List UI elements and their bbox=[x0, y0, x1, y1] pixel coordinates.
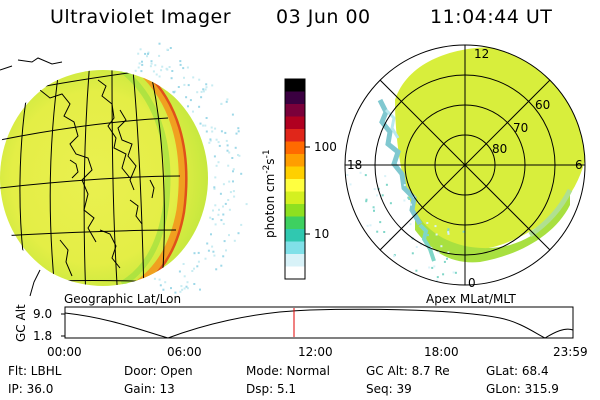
colorbar-swatch bbox=[285, 79, 305, 93]
mlt-label-12: 12 bbox=[474, 47, 490, 61]
colorbar-tick-10: 10 bbox=[314, 227, 330, 241]
mlat-label-80: 80 bbox=[492, 142, 508, 156]
gc-alt-value: GC Alt: 8.7 Re bbox=[366, 364, 450, 378]
seq-value: Seq: 39 bbox=[366, 382, 412, 396]
altitude-curve bbox=[64, 308, 574, 339]
colorbar-swatch bbox=[285, 166, 305, 180]
colorbar-swatch bbox=[285, 116, 305, 130]
orbit-axis-label: GC Alt bbox=[14, 304, 28, 342]
orbit-xtick-1800: 18:00 bbox=[424, 345, 459, 359]
colorbar-swatch bbox=[285, 241, 305, 255]
mlt-label-0: 0 bbox=[468, 276, 476, 290]
gain-value: Gain: 13 bbox=[124, 382, 175, 396]
colorbar-swatch bbox=[285, 191, 305, 205]
filter-value: Flt: LBHL bbox=[8, 364, 62, 378]
mlat-label-60: 60 bbox=[535, 98, 551, 112]
orbit-ytick-9: 9.0 bbox=[33, 307, 53, 321]
image-date: 03 Jun 00 bbox=[276, 6, 371, 28]
mlat-label-70: 70 bbox=[513, 121, 529, 135]
door-value: Door: Open bbox=[124, 364, 193, 378]
image-time: 11:04:44 UT bbox=[430, 6, 553, 28]
ip-value: IP: 36.0 bbox=[8, 382, 54, 396]
colorbar-swatch bbox=[285, 91, 305, 105]
polar-caption: Apex MLat/MLT bbox=[426, 292, 516, 306]
colorbar-swatch bbox=[285, 229, 305, 243]
colorbar-swatch bbox=[285, 216, 305, 230]
colorbar-swatch bbox=[285, 204, 305, 218]
mlt-label-6: 6 bbox=[575, 158, 583, 172]
colorbar-swatch bbox=[285, 254, 305, 268]
mlt-label-18: 18 bbox=[347, 158, 363, 172]
glat-value: GLat: 68.4 bbox=[486, 364, 549, 378]
dsp-value: Dsp: 5.1 bbox=[246, 382, 297, 396]
colorbar-tick-100: 100 bbox=[314, 140, 337, 154]
orbit-xtick-0000: 00:00 bbox=[47, 345, 82, 359]
orbit-xtick-0600: 06:00 bbox=[167, 345, 202, 359]
glon-value: GLon: 315.9 bbox=[486, 382, 559, 396]
background-noise bbox=[134, 42, 248, 294]
orbit-xtick-1200: 12:00 bbox=[298, 345, 333, 359]
mode-value: Mode: Normal bbox=[246, 364, 330, 378]
colorbar-swatch bbox=[285, 129, 305, 143]
colorbar-swatch bbox=[285, 104, 305, 118]
globe-caption: Geographic Lat/Lon bbox=[64, 292, 182, 306]
orbit-xtick-2359: 23:59 bbox=[553, 345, 588, 359]
orbit-ytick-1-8: 1.8 bbox=[33, 329, 53, 343]
instrument-title: Ultraviolet Imager bbox=[50, 6, 232, 28]
colorbar-swatch bbox=[285, 141, 305, 155]
colorbar-swatch bbox=[285, 154, 305, 168]
colorbar-swatch bbox=[285, 266, 305, 280]
colorbar-swatch bbox=[285, 179, 305, 193]
